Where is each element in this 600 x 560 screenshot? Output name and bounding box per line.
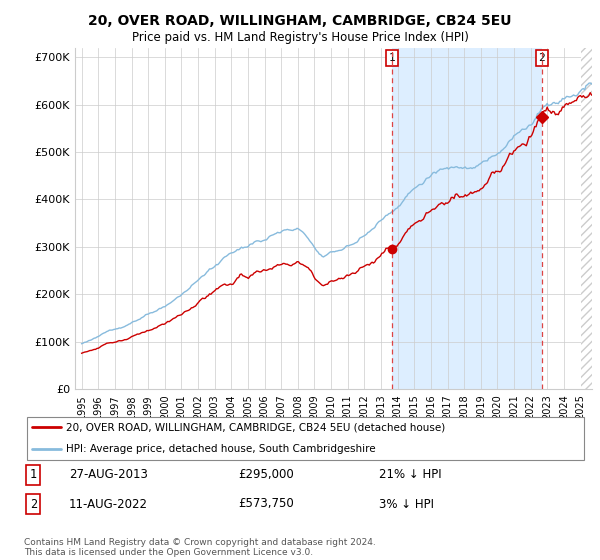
Text: Price paid vs. HM Land Registry's House Price Index (HPI): Price paid vs. HM Land Registry's House … <box>131 31 469 44</box>
Text: 11-AUG-2022: 11-AUG-2022 <box>69 497 148 511</box>
Text: 27-AUG-2013: 27-AUG-2013 <box>69 468 148 482</box>
Text: 3% ↓ HPI: 3% ↓ HPI <box>379 497 434 511</box>
Text: £295,000: £295,000 <box>238 468 294 482</box>
Text: Contains HM Land Registry data © Crown copyright and database right 2024.
This d: Contains HM Land Registry data © Crown c… <box>24 538 376 557</box>
Text: 21% ↓ HPI: 21% ↓ HPI <box>379 468 442 482</box>
Text: 2: 2 <box>29 497 37 511</box>
Text: 20, OVER ROAD, WILLINGHAM, CAMBRIDGE, CB24 5EU (detached house): 20, OVER ROAD, WILLINGHAM, CAMBRIDGE, CB… <box>66 422 446 432</box>
Bar <box>392 48 542 389</box>
Bar <box>581 48 600 389</box>
Text: £573,750: £573,750 <box>238 497 294 511</box>
Text: 2: 2 <box>538 53 545 63</box>
FancyBboxPatch shape <box>27 417 584 460</box>
Text: HPI: Average price, detached house, South Cambridgeshire: HPI: Average price, detached house, Sout… <box>66 444 376 454</box>
Text: 1: 1 <box>29 468 37 482</box>
Text: 1: 1 <box>389 53 395 63</box>
Text: 20, OVER ROAD, WILLINGHAM, CAMBRIDGE, CB24 5EU: 20, OVER ROAD, WILLINGHAM, CAMBRIDGE, CB… <box>88 14 512 28</box>
